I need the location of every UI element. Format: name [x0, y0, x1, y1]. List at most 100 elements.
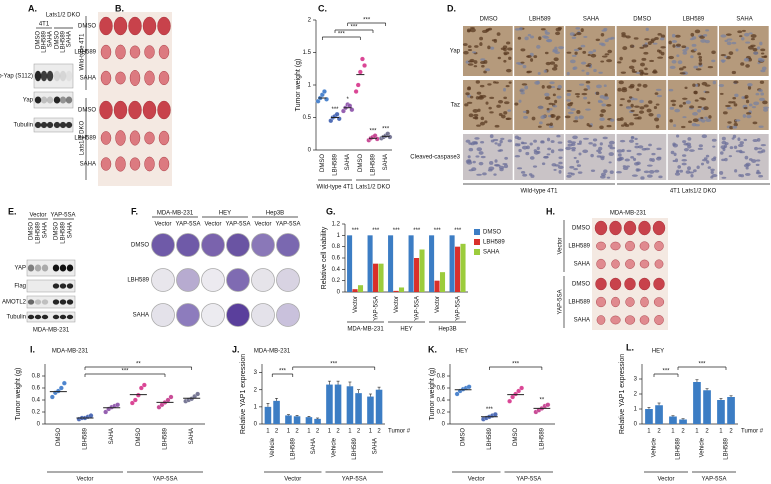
well: [251, 233, 275, 257]
cell: [506, 41, 511, 45]
lane-label: DMSO: [55, 31, 61, 49]
cell: [549, 81, 555, 85]
cell: [671, 60, 677, 64]
cell: [750, 38, 755, 41]
cell: [500, 114, 506, 119]
cell: [590, 153, 594, 158]
x-tick-label: SAHA: [372, 438, 378, 454]
cell: [487, 83, 492, 86]
cell: [707, 166, 712, 169]
cell: [596, 84, 602, 89]
cell: [625, 106, 632, 110]
group-label: Vector: [468, 477, 485, 483]
tumor: [100, 157, 112, 171]
cell: [470, 28, 476, 33]
y-tick-label: 0.5: [303, 115, 312, 121]
cell: [633, 162, 640, 166]
tumor-label: 2: [657, 429, 661, 435]
cell: [583, 88, 588, 91]
cell: [601, 103, 607, 107]
lane-label: SAHA: [43, 222, 49, 238]
cell: [603, 169, 608, 174]
cell: [734, 169, 738, 173]
cell: [763, 55, 768, 58]
well: [201, 303, 225, 327]
cell: [710, 170, 714, 175]
cell: [550, 149, 555, 154]
cell: [737, 137, 741, 142]
cell: [759, 97, 765, 102]
point: [362, 63, 368, 68]
tumor: [113, 100, 128, 120]
tumor: [128, 100, 142, 120]
x-tick-label: DMSO: [136, 428, 142, 446]
cell: [553, 168, 557, 171]
bar: [408, 235, 414, 292]
cell: [648, 143, 652, 147]
panel-label: I.: [30, 344, 35, 354]
cell: [462, 43, 468, 46]
cell: [571, 54, 577, 57]
cell: [464, 103, 469, 107]
cell: [673, 124, 677, 128]
cell: [576, 164, 582, 167]
cell: [746, 114, 752, 119]
cell: [641, 57, 647, 61]
tumor-label: 2: [681, 429, 685, 435]
x-note: Tumor #: [741, 429, 764, 435]
cell: [692, 83, 696, 87]
cell: [585, 71, 590, 76]
group-label: YAP-5SA: [153, 477, 178, 483]
cell: [491, 39, 496, 42]
cell: [724, 39, 728, 43]
cell: [685, 46, 690, 50]
point: [135, 392, 141, 398]
cell: [603, 84, 607, 88]
cell: [566, 92, 571, 97]
row-label: Tubulin: [14, 123, 33, 129]
significance-label: ***: [352, 228, 360, 234]
point: [466, 384, 472, 390]
cell: [659, 37, 665, 41]
cell: [756, 169, 760, 174]
cell: [625, 35, 631, 39]
column-label: Vector: [254, 222, 271, 228]
bar: [347, 235, 353, 292]
cell: [648, 113, 654, 117]
cell: [691, 122, 697, 127]
tumor: [625, 297, 635, 307]
x-tick-label: SAHA: [383, 154, 389, 170]
tumor-label: 1: [647, 429, 651, 435]
cell: [503, 164, 509, 169]
group-label: 4T1: [39, 22, 50, 28]
cell: [681, 97, 688, 100]
group-label: Vector: [558, 237, 564, 254]
cell: [639, 106, 645, 110]
cell: [546, 85, 552, 89]
cell: [518, 99, 522, 103]
cell: [480, 94, 487, 98]
band: [59, 283, 67, 289]
cell: [489, 161, 494, 165]
lane-label: DMSO: [36, 31, 42, 49]
cell: [683, 147, 689, 152]
cell: [728, 51, 734, 56]
point: [132, 397, 138, 403]
cell: [759, 41, 763, 46]
cell: [682, 48, 688, 53]
row-label: LBH589: [127, 278, 149, 284]
cell: [712, 145, 716, 148]
cell: [644, 38, 650, 41]
point: [115, 402, 121, 408]
point: [195, 391, 201, 397]
chart-title: MDA-MB-231: [254, 349, 291, 355]
cell: [744, 94, 749, 99]
tumor: [611, 259, 620, 269]
cell: [530, 58, 534, 62]
cell: [660, 51, 665, 56]
band: [65, 70, 73, 82]
cell: [682, 66, 687, 69]
cell: [489, 134, 494, 139]
cell: [719, 170, 724, 175]
cell: [647, 174, 653, 178]
